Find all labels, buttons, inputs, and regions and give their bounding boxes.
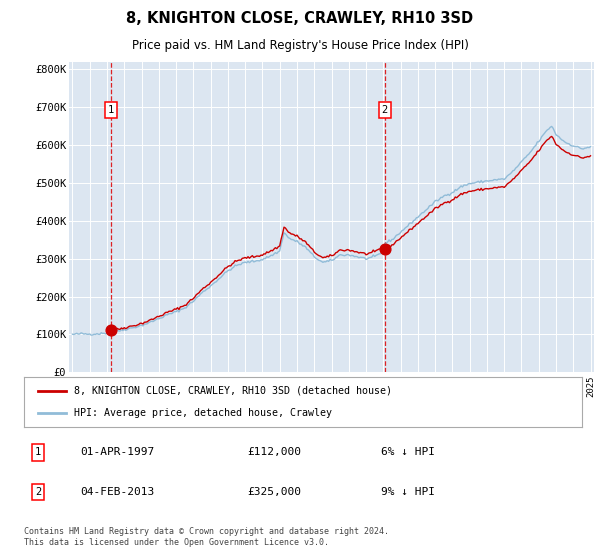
Text: HPI: Average price, detached house, Crawley: HPI: Average price, detached house, Craw… bbox=[74, 408, 332, 418]
Text: 1: 1 bbox=[108, 105, 115, 115]
Text: £112,000: £112,000 bbox=[247, 447, 301, 458]
Text: 2: 2 bbox=[382, 105, 388, 115]
Text: 9% ↓ HPI: 9% ↓ HPI bbox=[381, 487, 435, 497]
Point bbox=[380, 245, 389, 254]
Text: Price paid vs. HM Land Registry's House Price Index (HPI): Price paid vs. HM Land Registry's House … bbox=[131, 39, 469, 52]
Text: Contains HM Land Registry data © Crown copyright and database right 2024.
This d: Contains HM Land Registry data © Crown c… bbox=[24, 528, 389, 547]
Point bbox=[107, 325, 116, 334]
Text: 2: 2 bbox=[35, 487, 41, 497]
Text: 8, KNIGHTON CLOSE, CRAWLEY, RH10 3SD (detached house): 8, KNIGHTON CLOSE, CRAWLEY, RH10 3SD (de… bbox=[74, 386, 392, 396]
Text: 6% ↓ HPI: 6% ↓ HPI bbox=[381, 447, 435, 458]
Text: £325,000: £325,000 bbox=[247, 487, 301, 497]
Text: 01-APR-1997: 01-APR-1997 bbox=[80, 447, 154, 458]
Text: 8, KNIGHTON CLOSE, CRAWLEY, RH10 3SD: 8, KNIGHTON CLOSE, CRAWLEY, RH10 3SD bbox=[127, 11, 473, 26]
Text: 1: 1 bbox=[35, 447, 41, 458]
Text: 04-FEB-2013: 04-FEB-2013 bbox=[80, 487, 154, 497]
